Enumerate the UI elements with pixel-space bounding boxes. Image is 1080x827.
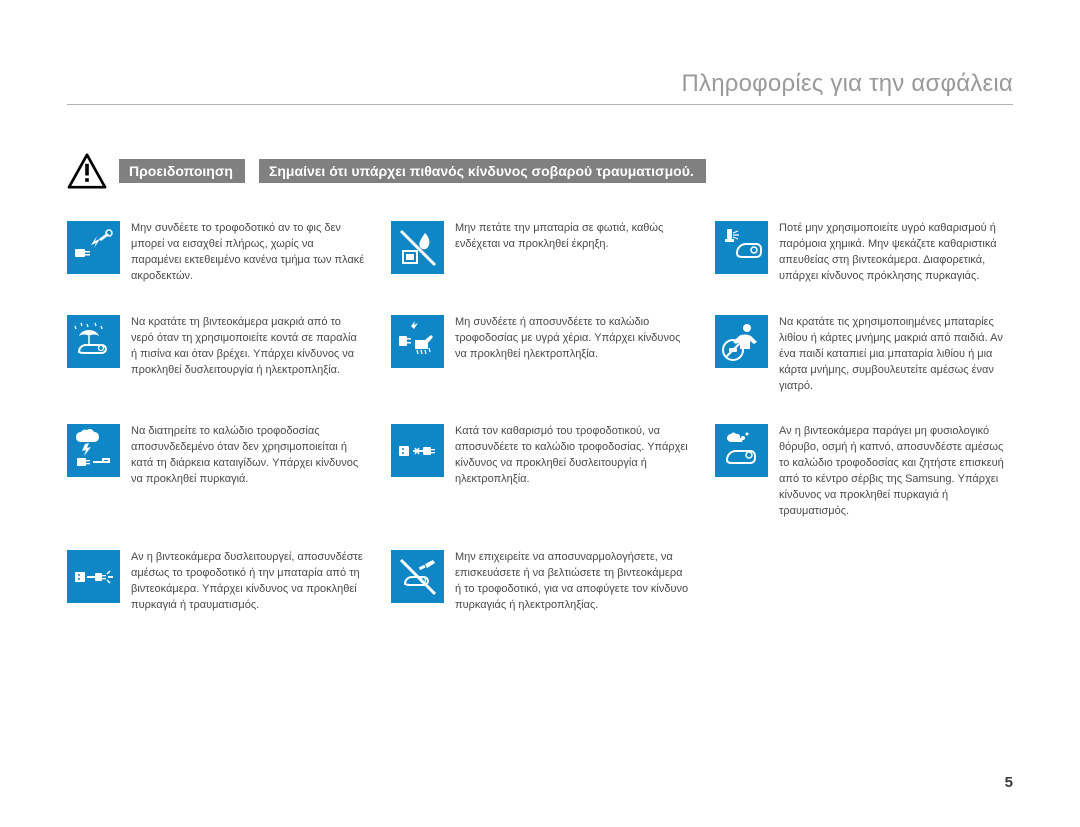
safety-text: Μην επιχειρείτε να αποσυναρμολογήσετε, ν… bbox=[455, 550, 689, 614]
safety-item: Αν η βιντεοκάμερα παράγει μη φυσιολογικό… bbox=[715, 424, 1013, 520]
safety-text: Να κρατάτε τις χρησιμοποιημένες μπαταρίε… bbox=[779, 315, 1013, 395]
safety-text: Κατά τον καθαρισμό του τροφοδοτικού, να … bbox=[455, 424, 689, 488]
no-disassemble-icon bbox=[391, 550, 444, 603]
warning-label: Προειδοποιηση bbox=[119, 159, 245, 183]
page-title: Πληροφορίες για την ασφάλεια bbox=[67, 70, 1013, 98]
safety-text: Μην πετάτε την μπαταρία σε φωτιά, καθώς … bbox=[455, 221, 689, 253]
safety-item: Να διατηρείτε το καλώδιο τροφοδοσίας απο… bbox=[67, 424, 365, 520]
title-bar: Πληροφορίες για την ασφάλεια bbox=[67, 70, 1013, 105]
safety-grid: Μην συνδέετε το τροφοδοτικό αν το φις δε… bbox=[67, 221, 1013, 614]
safety-item: Μην πετάτε την μπαταρία σε φωτιά, καθώς … bbox=[391, 221, 689, 285]
safety-text: Μην συνδέετε το τροφοδοτικό αν το φις δε… bbox=[131, 221, 365, 285]
page-number: 5 bbox=[1005, 774, 1013, 791]
warning-triangle-icon bbox=[67, 153, 107, 189]
safety-item: Μη συνδέετε ή αποσυνδέετε το καλώδιο τρο… bbox=[391, 315, 689, 395]
unplug-fault-icon bbox=[67, 550, 120, 603]
wet-hand-icon bbox=[391, 315, 444, 368]
safety-item: Κατά τον καθαρισμό του τροφοδοτικού, να … bbox=[391, 424, 689, 520]
warning-banner: Προειδοποιηση Σημαίνει ότι υπάρχει πιθαν… bbox=[67, 153, 1013, 189]
storm-icon bbox=[67, 424, 120, 477]
safety-item: Ποτέ μην χρησιμοποιείτε υγρό καθαρισμού … bbox=[715, 221, 1013, 285]
safety-item: Να κρατάτε τη βιντεοκάμερα μακριά από το… bbox=[67, 315, 365, 395]
spray-icon bbox=[715, 221, 768, 274]
safety-text: Να διατηρείτε το καλώδιο τροφοδοσίας απο… bbox=[131, 424, 365, 488]
safety-text: Να κρατάτε τη βιντεοκάμερα μακριά από το… bbox=[131, 315, 365, 379]
safety-text: Μη συνδέετε ή αποσυνδέετε το καλώδιο τρο… bbox=[455, 315, 689, 363]
unplug-clean-icon bbox=[391, 424, 444, 477]
no-fire-icon bbox=[391, 221, 444, 274]
safety-text: Ποτέ μην χρησιμοποιείτε υγρό καθαρισμού … bbox=[779, 221, 1013, 285]
safety-item: Αν η βιντεοκάμερα δυσλειτουργεί, αποσυνδ… bbox=[67, 550, 365, 614]
smoke-icon bbox=[715, 424, 768, 477]
safety-item: Μην συνδέετε το τροφοδοτικό αν το φις δε… bbox=[67, 221, 365, 285]
safety-text: Αν η βιντεοκάμερα δυσλειτουργεί, αποσυνδ… bbox=[131, 550, 365, 614]
child-icon bbox=[715, 315, 768, 368]
umbrella-icon bbox=[67, 315, 120, 368]
safety-text: Αν η βιντεοκάμερα παράγει μη φυσιολογικό… bbox=[779, 424, 1013, 520]
warning-desc: Σημαίνει ότι υπάρχει πιθανός κίνδυνος σο… bbox=[259, 159, 706, 183]
safety-item: Μην επιχειρείτε να αποσυναρμολογήσετε, ν… bbox=[391, 550, 689, 614]
safety-item: Να κρατάτε τις χρησιμοποιημένες μπαταρίε… bbox=[715, 315, 1013, 395]
plug-broken-icon bbox=[67, 221, 120, 274]
